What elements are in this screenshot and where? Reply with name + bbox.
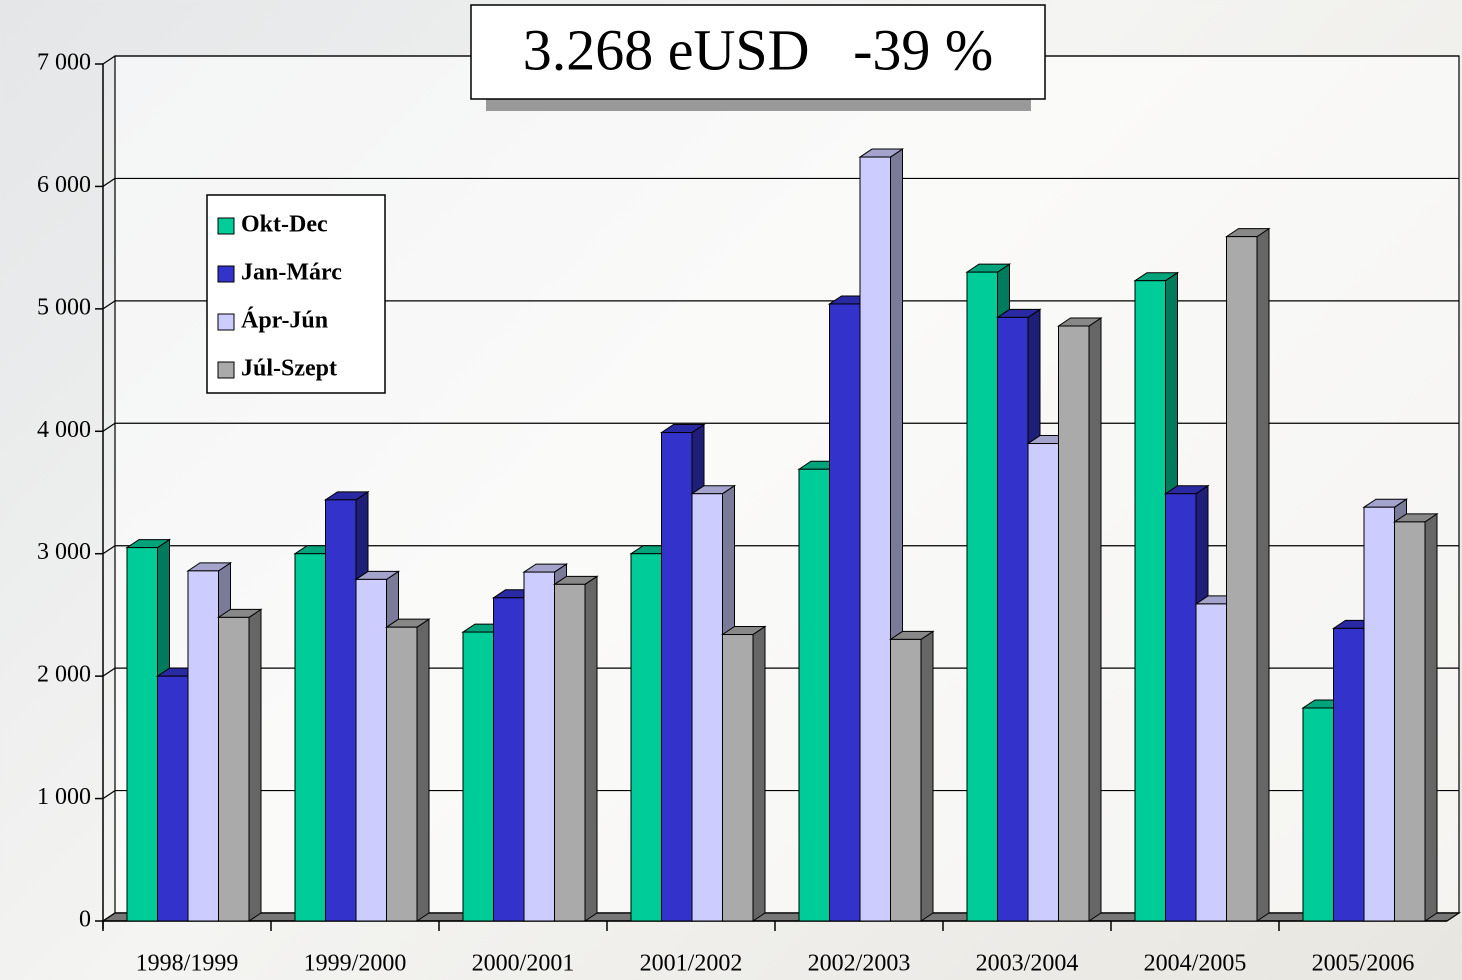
grid-diagonal xyxy=(102,422,116,432)
y-tick-label: 6 000 xyxy=(37,172,91,198)
title-box: 3.268 eUSD -39 % xyxy=(470,4,1046,111)
legend-label: Júl-Szept xyxy=(241,356,337,382)
bar xyxy=(325,499,357,922)
grid-diagonal xyxy=(102,545,116,555)
bar xyxy=(829,303,861,922)
bar-side xyxy=(248,608,262,922)
y-tick-label: 5 000 xyxy=(37,294,91,320)
bar xyxy=(1165,493,1197,922)
x-tick-label: 2001/2002 xyxy=(640,951,743,977)
bar-side xyxy=(584,575,598,922)
bar xyxy=(1302,707,1334,922)
x-tick-label: 1998/1999 xyxy=(136,951,239,977)
bar xyxy=(1058,325,1090,922)
legend-swatch xyxy=(217,265,235,283)
bar xyxy=(355,578,387,922)
bar-side xyxy=(416,618,430,922)
x-tick-label: 2000/2001 xyxy=(472,951,575,977)
grid-diagonal xyxy=(102,667,116,677)
y-tick-label: 4 000 xyxy=(37,417,91,443)
bar xyxy=(493,597,525,922)
legend-swatch xyxy=(217,217,235,235)
legend-swatch xyxy=(217,361,235,379)
legend-swatch xyxy=(217,313,235,331)
bar xyxy=(691,493,723,922)
bar xyxy=(859,156,891,922)
y-tick-label: 3 000 xyxy=(37,539,91,565)
x-tick-label: 2002/2003 xyxy=(808,951,911,977)
bar xyxy=(523,571,555,922)
bar xyxy=(294,553,326,922)
y-tick-label: 7 000 xyxy=(37,50,91,76)
bar xyxy=(890,638,922,922)
y-tick-label: 1 000 xyxy=(37,784,91,810)
bar xyxy=(966,271,998,922)
bar xyxy=(630,553,662,922)
plot-area: 0 1 000 2 000 3 000 4 000 5 000 6 000 7 000 1998… xyxy=(37,50,1461,977)
grid-diagonal xyxy=(102,790,116,800)
legend-box xyxy=(206,194,386,394)
bar-side xyxy=(1256,227,1270,922)
bar-side xyxy=(752,625,766,922)
legend-label: Jan-Márc xyxy=(241,260,342,286)
bar xyxy=(722,634,754,922)
bar xyxy=(1333,627,1365,922)
x-tick-label: 2004/2005 xyxy=(1144,951,1247,977)
bar xyxy=(1134,280,1166,922)
x-tick-label: 2003/2004 xyxy=(976,951,1079,977)
grid-diagonal xyxy=(102,300,116,310)
y-tick-label: 0 xyxy=(79,907,91,933)
legend: Okt-Dec Jan-Márc Ápr-Jún Júl-Szept xyxy=(206,194,386,394)
bar xyxy=(1195,603,1227,922)
bar xyxy=(157,675,189,922)
bar xyxy=(1394,521,1426,922)
bar xyxy=(554,583,586,922)
bar xyxy=(1027,443,1059,922)
bar xyxy=(218,616,250,922)
y-tick-label: 2 000 xyxy=(37,662,91,688)
bar xyxy=(661,432,693,922)
bar-side xyxy=(1088,317,1102,922)
bar xyxy=(997,316,1029,922)
bar-side xyxy=(920,630,934,922)
x-tick-label: 2005/2006 xyxy=(1312,951,1415,977)
bar xyxy=(462,631,494,922)
bar xyxy=(386,626,418,922)
bar xyxy=(126,547,158,922)
grid-diagonal xyxy=(102,177,116,187)
legend-label: Okt-Dec xyxy=(241,212,328,238)
bar xyxy=(798,468,830,922)
grid-diagonal xyxy=(102,55,116,65)
bar-side xyxy=(1424,512,1438,922)
bar xyxy=(187,570,219,922)
title-frame xyxy=(470,4,1046,100)
bar xyxy=(1363,506,1395,922)
legend-label: Ápr-Jún xyxy=(241,308,328,334)
x-tick-label: 1999/2000 xyxy=(304,951,407,977)
chart-title: 3.268 eUSD -39 % xyxy=(523,17,993,82)
bar xyxy=(1226,236,1258,922)
